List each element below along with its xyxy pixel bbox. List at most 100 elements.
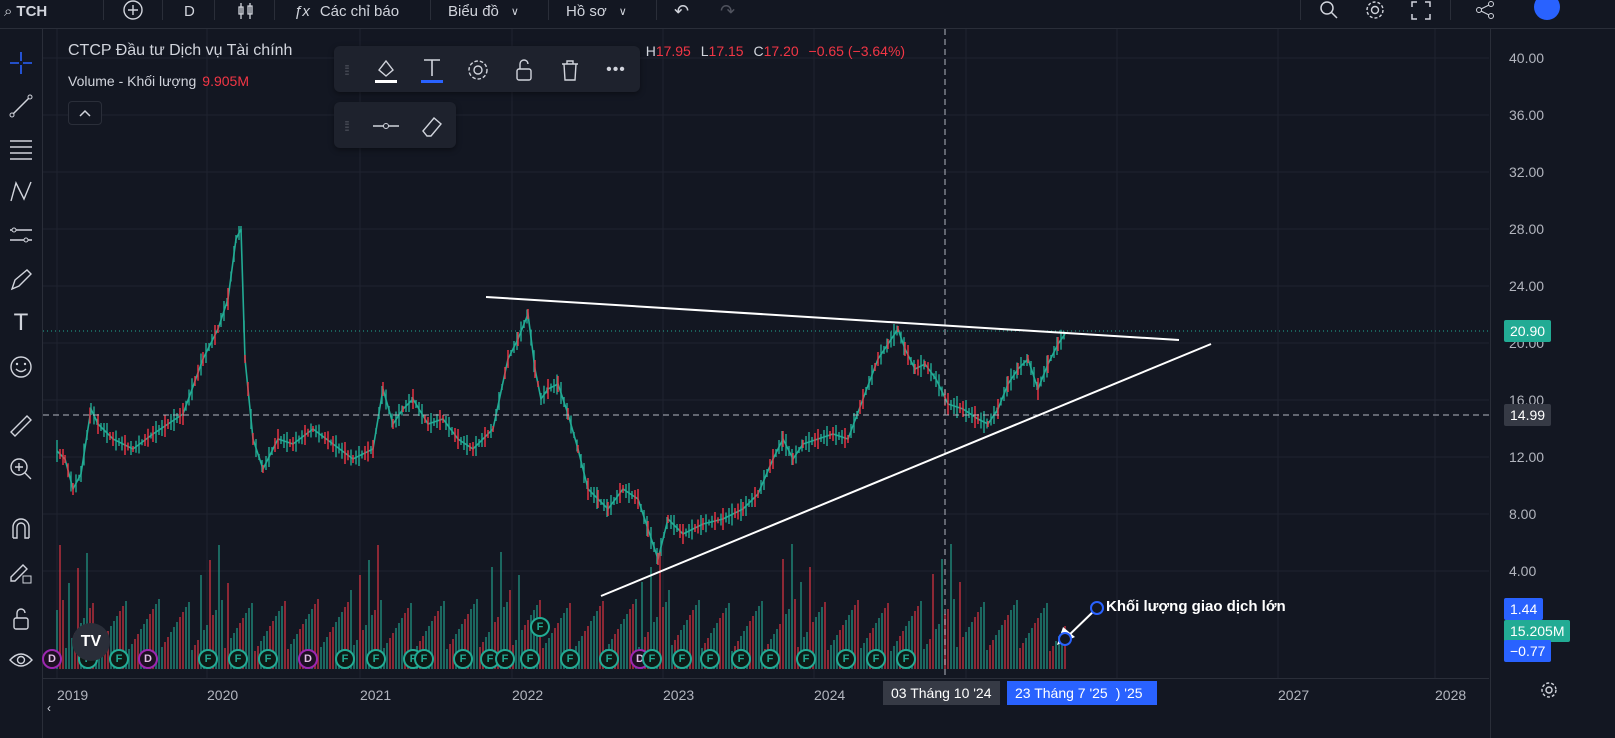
earnings-event-icon[interactable]: F — [796, 649, 816, 669]
fib-tool[interactable] — [7, 135, 35, 163]
redo-button[interactable]: ↷ — [720, 0, 735, 22]
x-tick: 2021 — [360, 687, 392, 703]
earnings-event-icon[interactable]: F — [642, 649, 662, 669]
chart-type-label: Biểu đồ — [448, 2, 499, 20]
magnet-tool[interactable] — [7, 515, 35, 543]
earnings-event-icon[interactable]: F — [700, 649, 720, 669]
earnings-event-icon[interactable]: F — [109, 649, 129, 669]
crosshair-tool[interactable] — [7, 49, 35, 77]
time-axis[interactable]: 2019 2020 2021 2022 2023 2024 2027 2028 … — [43, 678, 1489, 709]
ohlc-high: 17.95 — [655, 43, 691, 59]
pen-icon — [10, 269, 32, 291]
line-style-button[interactable] — [370, 110, 402, 142]
price-axis[interactable]: 40.00 36.00 32.00 28.00 24.00 20.00 16.0… — [1490, 29, 1615, 738]
earnings-event-icon[interactable]: F — [560, 649, 580, 669]
volume-legend[interactable]: Volume - Khối lượng 9.905M — [68, 73, 249, 89]
earnings-event-icon[interactable]: F — [672, 649, 692, 669]
earnings-event-icon[interactable]: F — [414, 649, 434, 669]
compare-button[interactable] — [122, 0, 144, 22]
collapse-legend-button[interactable] — [68, 101, 102, 125]
y-tick: 28.00 — [1509, 221, 1545, 237]
earnings-event-icon[interactable]: F — [836, 649, 856, 669]
y-tick: 40.00 — [1509, 50, 1545, 66]
y-tick: 32.00 — [1509, 164, 1545, 180]
selected-date-range: 23 Tháng 7 '25 ) '25 — [1007, 681, 1157, 705]
lock-drawing-button[interactable] — [508, 54, 540, 86]
dividend-event-icon[interactable]: D — [298, 649, 318, 669]
measure-tool[interactable] — [7, 412, 35, 440]
fill-color-button[interactable] — [370, 54, 402, 86]
hide-tool[interactable] — [7, 646, 35, 674]
text-color-icon — [421, 59, 443, 83]
price-chart[interactable] — [43, 29, 1489, 679]
earnings-event-icon[interactable]: F — [866, 649, 886, 669]
pattern-tool[interactable] — [7, 178, 35, 206]
earnings-event-icon[interactable]: F — [198, 649, 218, 669]
trend-line-tool[interactable] — [7, 92, 35, 120]
dividend-event-icon[interactable]: D — [42, 649, 62, 669]
collapse-sidebar-handle[interactable]: ‹ — [44, 694, 54, 722]
forecast-tool[interactable] — [7, 221, 35, 249]
drag-handle[interactable]: ⁞⁞ — [338, 110, 354, 142]
earnings-event-icon[interactable]: F — [896, 649, 916, 669]
earnings-event-icon[interactable]: F — [228, 649, 248, 669]
ohlc-close: 17.20 — [763, 43, 799, 59]
more-options-button[interactable]: ••• — [600, 54, 632, 86]
earnings-event-icon[interactable]: F — [520, 649, 540, 669]
earnings-event-icon[interactable]: F — [495, 649, 515, 669]
earnings-event-icon[interactable]: F — [760, 649, 780, 669]
earnings-event-icon[interactable]: F — [530, 617, 550, 637]
gear-icon — [468, 60, 488, 80]
lock-drawing-tool[interactable] — [7, 559, 35, 587]
support-trendline — [600, 343, 1212, 597]
symbol-search[interactable]: ⌕ TCH — [4, 0, 47, 22]
ohlc-low: 17.15 — [708, 43, 744, 59]
unlock-icon — [13, 608, 29, 630]
chart-type-menu[interactable]: Biểu đồ ∨ — [448, 0, 519, 22]
text-annotation[interactable]: Khối lượng giao dịch lớn — [1106, 598, 1286, 615]
interval-button[interactable]: D — [184, 2, 195, 20]
settings-button[interactable] — [1364, 0, 1386, 22]
earnings-event-icon[interactable]: F — [258, 649, 278, 669]
earnings-event-icon[interactable]: F — [366, 649, 386, 669]
lock-all-tool[interactable] — [7, 605, 35, 633]
brush-tool[interactable] — [7, 266, 35, 294]
y-tick: 8.00 — [1509, 506, 1537, 522]
divider — [548, 0, 549, 20]
symbol-title: CTCP Đầu tư Dịch vụ Tài chính — [68, 42, 293, 59]
line-point-icon — [373, 123, 399, 129]
earnings-event-icon[interactable]: F — [335, 649, 355, 669]
chart-pane[interactable] — [43, 29, 1489, 738]
more-dots-icon: ••• — [606, 61, 626, 78]
indicators-button[interactable]: ƒx Các chỉ báo — [294, 0, 399, 22]
icon-tool[interactable] — [7, 353, 35, 381]
drag-handle[interactable]: ⁞⁞ — [338, 54, 354, 86]
earnings-event-icon[interactable]: F — [599, 649, 619, 669]
undo-button[interactable]: ↶ — [674, 0, 689, 22]
fullscreen-button[interactable] — [1410, 0, 1432, 22]
tradingview-logo[interactable]: TV — [72, 623, 110, 661]
dividend-event-icon[interactable]: D — [138, 649, 158, 669]
quick-search-button[interactable] — [1318, 0, 1340, 22]
ohlc-values: 5 H17.95 L17.15 C17.20 −0.65 (−3.64%) — [628, 43, 905, 59]
divider — [103, 0, 104, 20]
y-tick: 12.00 — [1509, 449, 1545, 465]
delete-drawing-button[interactable] — [554, 54, 586, 86]
candle-style-button[interactable] — [236, 0, 256, 22]
eraser-button[interactable] — [416, 110, 448, 142]
zoom-tool[interactable] — [7, 455, 35, 483]
text-color-button[interactable] — [416, 54, 448, 86]
profile-menu[interactable]: Hồ sơ ∨ — [566, 0, 627, 22]
earnings-event-icon[interactable]: F — [731, 649, 751, 669]
drawing-settings-button[interactable] — [462, 54, 494, 86]
ohlc-high-key: H — [645, 43, 656, 59]
share-button[interactable] — [1474, 0, 1496, 22]
earnings-event-icon[interactable]: F — [453, 649, 473, 669]
account-button[interactable] — [1534, 0, 1560, 22]
callout-handle — [1090, 601, 1104, 615]
chevron-up-icon — [79, 109, 91, 117]
divider — [1450, 0, 1451, 20]
text-tool[interactable]: T — [7, 309, 35, 337]
axis-settings-button[interactable] — [1539, 680, 1559, 705]
crosshair-price-label: 14.99 — [1504, 404, 1552, 426]
